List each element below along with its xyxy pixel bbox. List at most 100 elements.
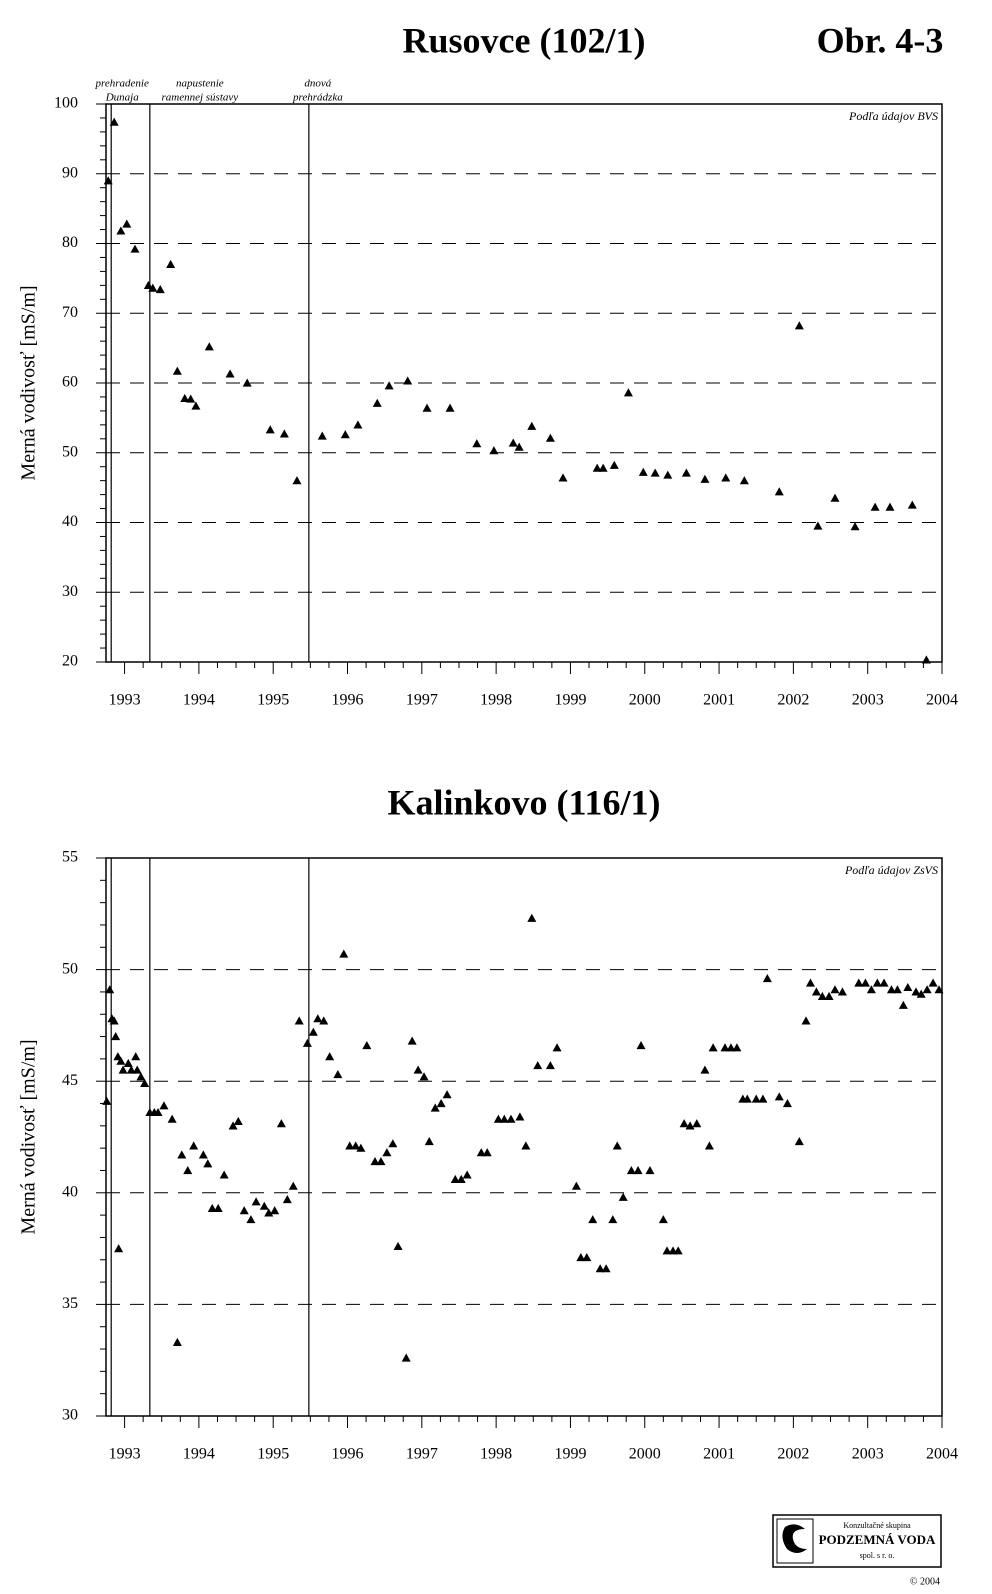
data-point [782, 1099, 792, 1108]
data-point [251, 1197, 261, 1206]
data-point [476, 1148, 486, 1157]
data-point [180, 393, 190, 402]
data-point [143, 280, 153, 289]
data-point [499, 1114, 509, 1123]
data-point [319, 1016, 329, 1025]
data-point [294, 1016, 304, 1025]
data-point [558, 473, 568, 482]
data-point [376, 1157, 386, 1166]
data-point [854, 978, 864, 987]
data-point [362, 1040, 372, 1050]
data-point [934, 985, 944, 994]
data-point [430, 1103, 440, 1112]
data-point [911, 987, 921, 996]
data-point [419, 1072, 429, 1081]
chart: Kalinkovo (116/1) Merná vodivosť [mS/m] Po… [18, 782, 958, 1462]
source-note: Podľa údajov BVS [848, 109, 938, 123]
data-point [116, 1056, 126, 1065]
x-tick-label: 1996 [332, 692, 364, 709]
x-tick-label: 1997 [406, 692, 438, 709]
y-tick-label: 30 [62, 1407, 78, 1424]
source-note: Podľa údajov ZsVS [844, 863, 938, 877]
data-point [506, 1114, 516, 1123]
data-point [521, 1141, 531, 1150]
data-point [436, 1099, 446, 1108]
data-point [130, 244, 140, 253]
data-point [228, 1121, 238, 1130]
x-tick-label: 1993 [109, 692, 141, 709]
data-point [700, 474, 710, 483]
logo: Konzultačné skupina PODZEMNÁ VODA spol. … [772, 1514, 942, 1587]
data-point [794, 1136, 804, 1146]
data-point [650, 468, 660, 477]
data-point [472, 439, 482, 448]
y-tick-label: 90 [62, 164, 78, 181]
data-point [805, 978, 815, 987]
y-tick-label: 40 [62, 513, 78, 530]
data-point [907, 500, 917, 509]
y-tick-label: 50 [62, 960, 78, 977]
data-point [685, 1121, 695, 1130]
data-point [742, 1094, 752, 1103]
data-point [233, 1116, 243, 1125]
logo-frame [772, 1514, 942, 1568]
data-point [638, 467, 648, 476]
data-point [109, 117, 119, 126]
data-point [898, 1000, 908, 1009]
data-point [351, 1141, 361, 1150]
x-tick-label: 2001 [703, 692, 735, 709]
data-point [708, 1043, 718, 1052]
data-point [123, 1058, 133, 1067]
data-point [514, 442, 524, 451]
data-point [153, 1107, 163, 1117]
data-point [462, 1170, 472, 1179]
data-point [246, 1215, 256, 1224]
data-point [928, 978, 938, 987]
data-point [103, 176, 113, 185]
data-point [508, 438, 518, 447]
data-point [413, 1065, 423, 1074]
x-tick-label: 2004 [926, 1446, 958, 1463]
data-point [388, 1139, 398, 1148]
y-tick-label: 30 [62, 583, 78, 600]
data-point [489, 446, 499, 455]
data-point [751, 1094, 761, 1103]
data-point [288, 1181, 298, 1190]
logo-line: Konzultačné skupina [843, 1521, 911, 1530]
x-tick-label: 1994 [183, 1446, 215, 1463]
data-point [739, 476, 749, 485]
chart: Rusovce (102/1) Merná vodivosť [mS/m] Podľ… [18, 20, 958, 708]
x-tick-label: 2000 [629, 692, 661, 709]
data-point [515, 1112, 525, 1121]
data-point [582, 1253, 592, 1262]
data-point [167, 1114, 177, 1123]
data-point [353, 420, 363, 429]
data-point [533, 1061, 543, 1070]
data-point [493, 1114, 503, 1123]
data-point [207, 1203, 217, 1213]
data-point [225, 369, 235, 378]
data-point [116, 226, 126, 235]
data-point [372, 398, 382, 407]
data-point [339, 949, 349, 958]
data-point [720, 1043, 730, 1052]
data-point [601, 1264, 611, 1273]
data-point [903, 982, 913, 992]
data-point [456, 1174, 466, 1184]
x-tick-label: 2001 [703, 1446, 735, 1463]
x-tick-label: 1998 [480, 1446, 512, 1463]
data-point [219, 1170, 229, 1179]
data-point [111, 1032, 121, 1041]
data-point [609, 460, 619, 469]
x-tick-label: 1998 [480, 692, 512, 709]
data-point [692, 1119, 702, 1128]
data-point [148, 283, 158, 292]
data-point [673, 1246, 683, 1255]
figure-label: Obr. 4-3 [817, 20, 944, 60]
y-tick-label: 20 [62, 653, 78, 670]
data-point [242, 378, 252, 387]
data-point [860, 978, 870, 987]
data-point [879, 978, 889, 987]
data-point [126, 1065, 136, 1074]
data-point [340, 430, 350, 439]
